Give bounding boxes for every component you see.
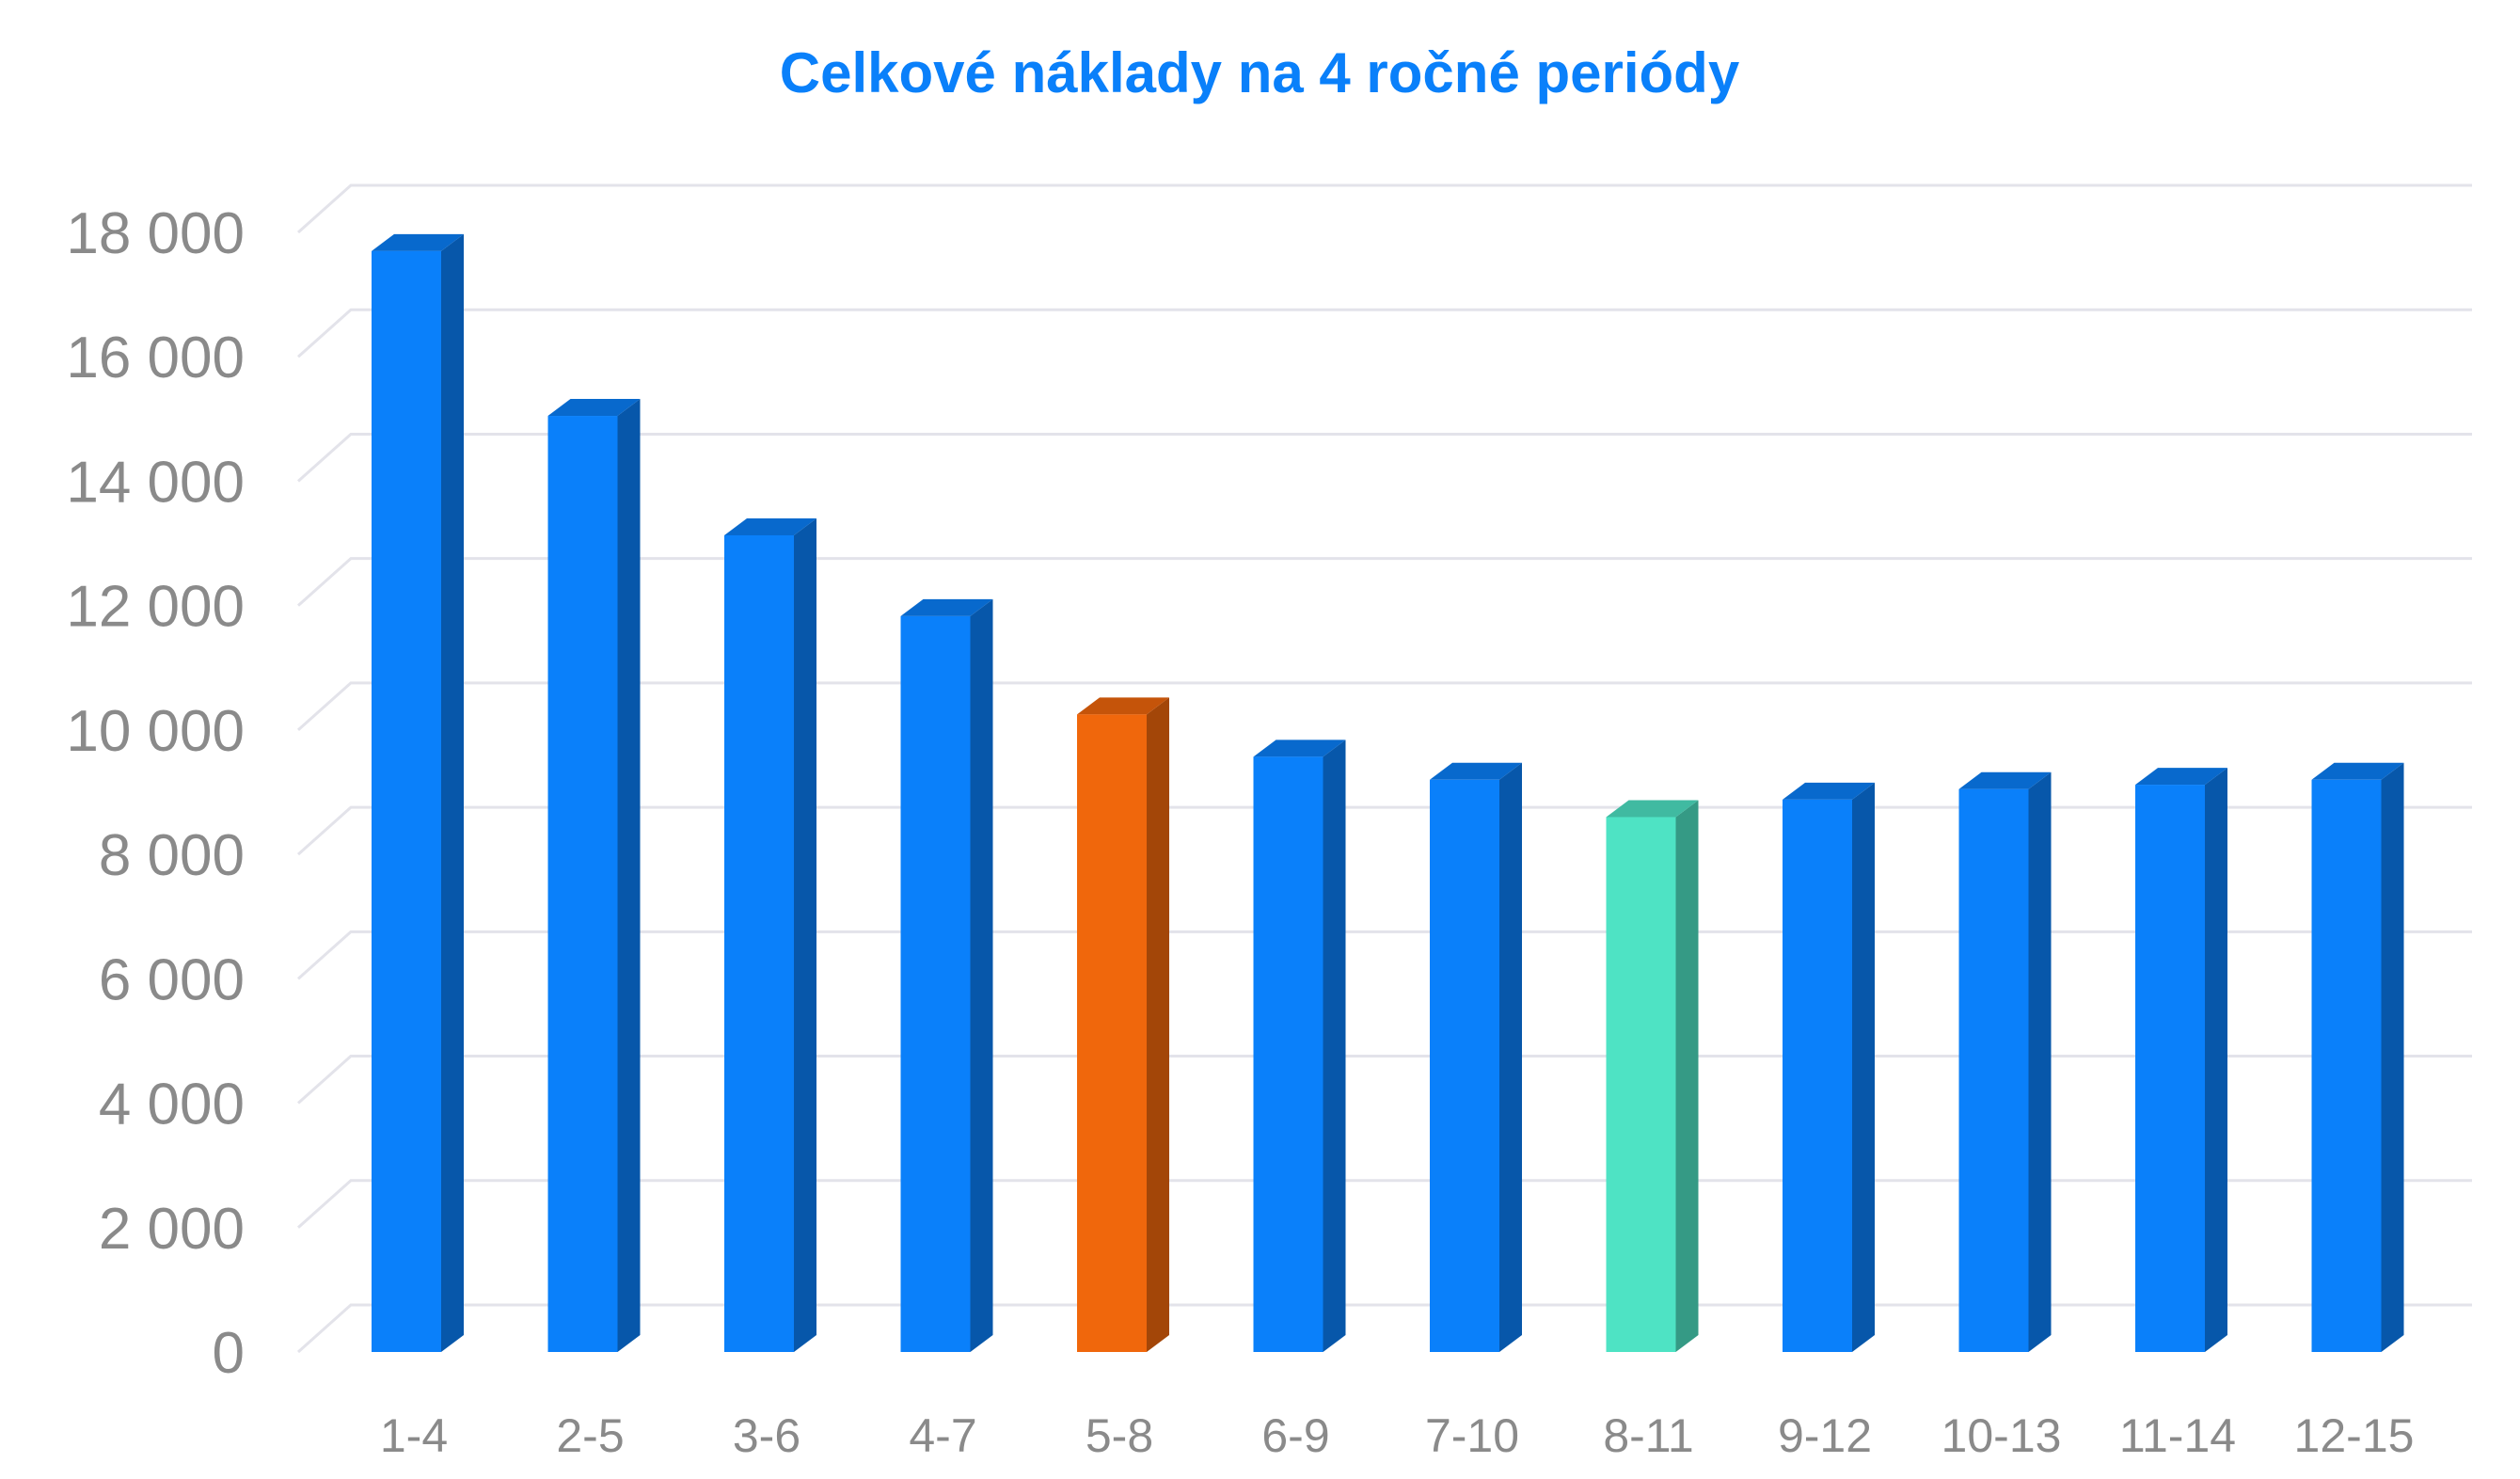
bar (1783, 782, 1875, 1352)
bar-front-face (2311, 779, 2382, 1352)
y-tick-label: 18 000 (66, 201, 245, 266)
bar-top-face (1430, 762, 1522, 780)
x-axis-labels: 1-4 2-5 3-6 4-7 5-8 6-9 7-10 8-11 9-12 10-13 11-14… (380, 1409, 2415, 1462)
x-tick-label: 3-6 (733, 1409, 800, 1462)
gridline (297, 432, 2472, 483)
bar-side-face (617, 399, 641, 1352)
bar-side-face (1675, 800, 1699, 1352)
bar-front-face (724, 534, 794, 1352)
bar-top-face (1783, 782, 1875, 800)
gridline (297, 1179, 2472, 1229)
bar-top-face (1253, 740, 1346, 757)
bar-top-face (372, 233, 464, 251)
x-tick-label: 1-4 (380, 1409, 448, 1462)
x-tick-label: 4-7 (909, 1409, 976, 1462)
x-tick-label: 6-9 (1261, 1409, 1329, 1462)
x-tick-label: 2-5 (556, 1409, 624, 1462)
y-tick-label: 2 000 (99, 1197, 245, 1262)
bar-top-face (900, 598, 993, 616)
bar-front-face (1430, 779, 1499, 1352)
y-tick-label: 4 000 (99, 1073, 245, 1137)
x-tick-label: 8-11 (1603, 1409, 1693, 1462)
bar-side-face (1852, 782, 1875, 1352)
y-axis-ticks: 0 2 000 4 000 6 000 8 000 10 000 12 000 14 000 1… (66, 201, 245, 1386)
gridline (297, 681, 2472, 732)
bar-front-face (2135, 785, 2205, 1352)
bar (2311, 762, 2404, 1352)
x-tick-label: 7-10 (1425, 1409, 1519, 1462)
bar (1958, 771, 2052, 1352)
x-tick-label: 12-15 (2294, 1409, 2415, 1462)
bar-top-face (1958, 771, 2052, 789)
bar-top-face (2135, 768, 2227, 786)
y-tick-label: 16 000 (66, 326, 245, 390)
y-tick-label: 0 (213, 1321, 245, 1386)
bar (1077, 697, 1169, 1352)
gridline (297, 1303, 2472, 1354)
bar-side-face (794, 517, 816, 1352)
y-tick-label: 10 000 (66, 699, 245, 764)
x-tick-label: 5-8 (1086, 1409, 1153, 1462)
bars (372, 233, 2404, 1352)
bar-front-face (1606, 817, 1676, 1352)
bar-front-face (372, 250, 441, 1352)
bar-front-face (547, 416, 618, 1352)
y-tick-label: 6 000 (99, 947, 245, 1012)
x-tick-label: 9-12 (1778, 1409, 1872, 1462)
gridline (297, 1055, 2472, 1105)
bar-side-face (970, 598, 993, 1352)
bar (1253, 740, 1346, 1352)
bar (2135, 768, 2227, 1352)
bar-front-face (900, 615, 971, 1352)
bar-top-face (724, 517, 816, 535)
x-tick-label: 10-13 (1942, 1409, 2062, 1462)
bar-side-face (1323, 740, 1346, 1352)
bar-side-face (2205, 768, 2227, 1352)
bar-front-face (1783, 799, 1852, 1352)
gridlines (297, 183, 2472, 1354)
bar-side-face (2028, 771, 2052, 1352)
bar-side-face (1499, 762, 1522, 1352)
bar (1606, 800, 1699, 1352)
gridline (297, 557, 2472, 607)
bar (372, 233, 464, 1352)
bar-front-face (1253, 756, 1323, 1352)
bar (900, 598, 993, 1352)
bar (547, 399, 641, 1352)
bar-top-face (547, 399, 641, 417)
bar-front-face (1958, 788, 2029, 1352)
bar-top-face (2311, 762, 2404, 780)
bar-side-face (1147, 697, 1169, 1352)
x-tick-label: 11-14 (2119, 1409, 2236, 1462)
gridline (297, 805, 2472, 856)
bar-top-face (1077, 697, 1169, 715)
bar-side-face (2381, 762, 2404, 1352)
gridline (297, 183, 2472, 234)
gridline (297, 930, 2472, 980)
chart-title: Celkové náklady na 4 ročné periódy (780, 41, 1740, 104)
bar (724, 517, 816, 1352)
bar-side-face (441, 233, 464, 1352)
bar-top-face (1606, 800, 1699, 818)
bar-front-face (1077, 714, 1147, 1352)
gridline (297, 308, 2472, 358)
bar (1430, 762, 1522, 1352)
y-tick-label: 12 000 (66, 575, 245, 640)
y-tick-label: 8 000 (99, 823, 245, 888)
y-tick-label: 14 000 (66, 450, 245, 515)
